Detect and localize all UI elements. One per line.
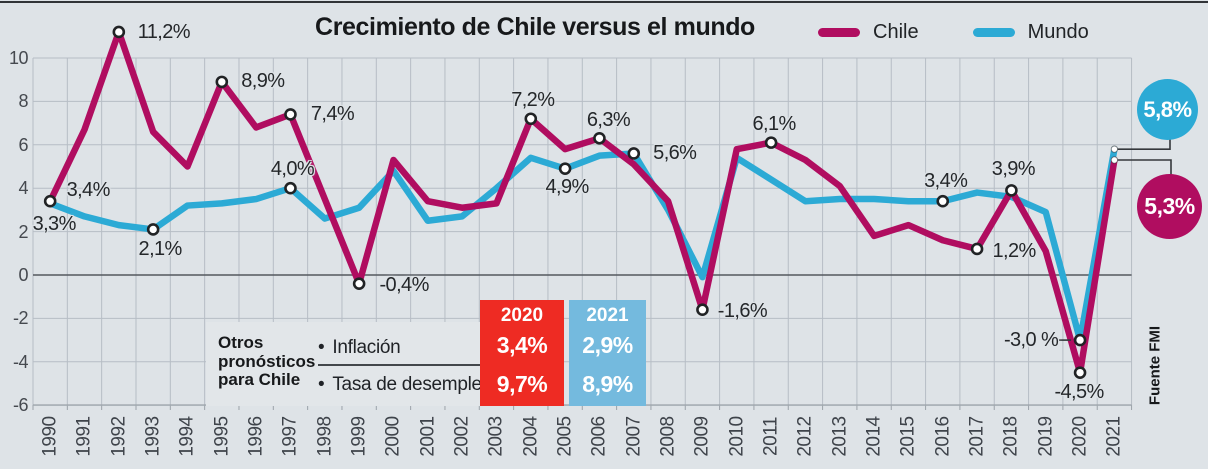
endpoint-dot: [1110, 156, 1119, 164]
source-credit: Fuente FMI: [1146, 325, 1164, 406]
forecast-heading-line: para Chile: [218, 370, 301, 389]
forecast-table-heading: Otros pronósticos para Chile: [218, 333, 316, 390]
legend: Chile Mundo: [818, 21, 1089, 44]
series-line-chile: [46, 28, 1118, 376]
point-marker: [524, 112, 538, 126]
point-marker: [284, 108, 297, 121]
point-marker: [43, 194, 57, 208]
forecast-value-desempleo-2020: 9,7%: [496, 371, 548, 397]
forecast-row-label: Tasa de desempleo: [332, 374, 493, 395]
bullet-icon: •: [318, 374, 325, 395]
legend-label-mundo: Mundo: [1027, 21, 1089, 43]
legend-swatch-chile-icon: [818, 28, 860, 37]
point-marker: [696, 303, 709, 317]
forecast-row-inflacion: • Inflación: [318, 337, 401, 359]
forecast-row-label: Inflación: [332, 337, 401, 358]
forecast-heading-line: Otros: [218, 333, 264, 352]
forecast-row-desempleo: • Tasa de desempleo: [318, 374, 492, 396]
badge-chile-2021: 5,3%: [1137, 174, 1202, 239]
point-marker: [558, 162, 572, 175]
legend-item-mundo: Mundo: [972, 21, 1089, 44]
chart-title: Crecimiento de Chile versus el mundo: [315, 13, 755, 41]
point-marker: [215, 75, 229, 89]
forecast-column-year: 2021: [586, 305, 629, 326]
forecast-divider: [318, 364, 480, 366]
top-rule: [0, 1, 1208, 3]
point-marker: [1073, 366, 1087, 379]
legend-label-chile: Chile: [873, 21, 919, 43]
legend-item-chile: Chile: [818, 21, 919, 44]
point-marker: [112, 25, 126, 39]
forecast-heading-line: pronósticos: [218, 351, 316, 371]
point-marker: [764, 136, 778, 149]
forecast-column-year: 2020: [500, 305, 544, 326]
point-marker: [970, 242, 984, 256]
bullet-icon: •: [318, 337, 325, 358]
forecast-column-2021: 2021 2,9% 8,9%: [569, 300, 646, 406]
badge-mundo-2021: 5,8%: [1137, 79, 1198, 140]
point-marker: [284, 181, 297, 195]
point-marker: [1005, 184, 1018, 197]
legend-swatch-mundo-icon: [972, 28, 1015, 37]
forecast-value-inflacion-2020: 3,4%: [496, 332, 548, 358]
point-marker: [146, 223, 160, 236]
point-marker: [627, 147, 641, 160]
point-marker: [936, 194, 950, 208]
point-marker: [1073, 333, 1087, 347]
point-marker: [593, 131, 606, 145]
forecast-value-desempleo-2021: 8,9%: [582, 371, 633, 397]
forecast-column-2020: 2020 3,4% 9,7%: [480, 300, 564, 406]
badge-connector-line: [1114, 159, 1172, 177]
endpoint-dot: [1110, 145, 1119, 153]
badge-connector-line: [1114, 138, 1171, 150]
point-marker: [352, 277, 366, 290]
forecast-value-inflacion-2021: 2,9%: [582, 332, 633, 358]
